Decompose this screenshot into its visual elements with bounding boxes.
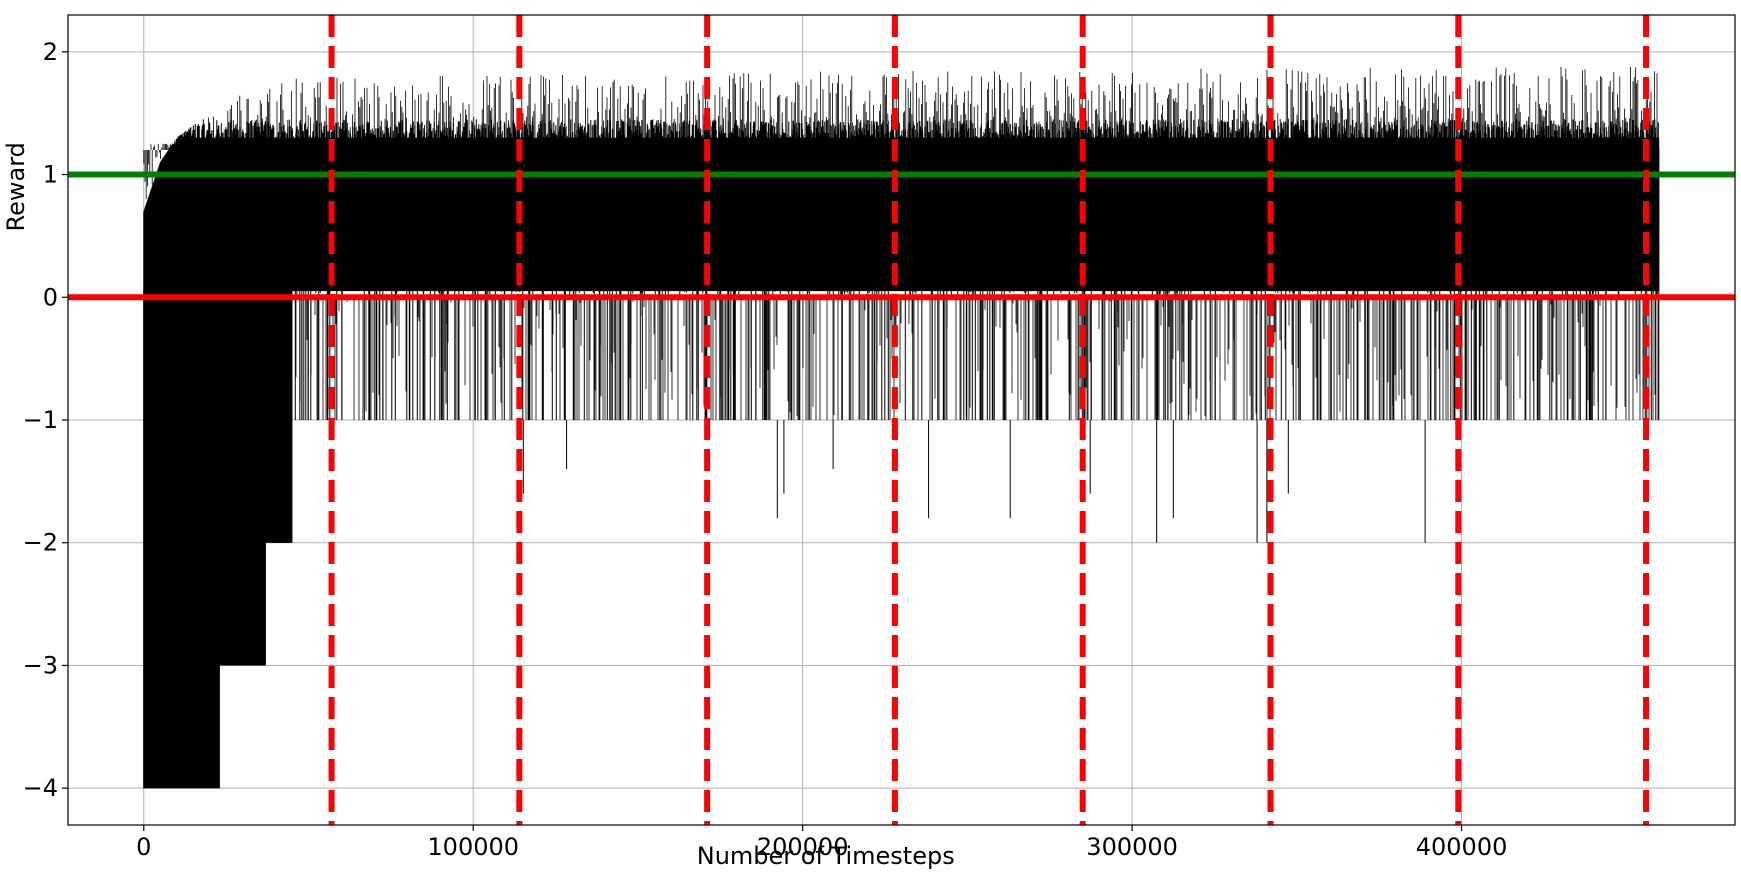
y-tick-label-3: −1 — [23, 406, 58, 434]
x-tick-label-3: 300000 — [1086, 833, 1178, 861]
ticks: 0 100000 200000 300000 400000 −4 −3 −2 −1 0 1 2 — [23, 38, 1508, 861]
x-tick-label-0: 0 — [136, 833, 151, 861]
reward-upper-spikes — [143, 66, 1659, 200]
y-tick-label-4: 0 — [43, 283, 58, 311]
reward-rare-drops — [522, 420, 1426, 543]
reward-early-fill — [143, 291, 293, 789]
y-axis-label: Reward — [2, 142, 30, 231]
x-tick-label-2: 200000 — [757, 833, 849, 861]
reward-series — [143, 66, 1660, 789]
y-tick-label-6: 2 — [43, 38, 58, 66]
y-tick-label-2: −2 — [23, 529, 58, 557]
x-tick-label-4: 400000 — [1416, 833, 1508, 861]
x-tick-label-1: 100000 — [427, 833, 519, 861]
reward-lower-spikes — [291, 297, 1660, 420]
y-tick-label-5: 1 — [43, 161, 58, 189]
y-tick-label-1: −3 — [23, 651, 58, 679]
reference-lines — [68, 15, 1735, 825]
reward-main-block — [193, 137, 1660, 292]
y-tick-label-0: −4 — [23, 774, 58, 802]
x-axis-label: Number of Timesteps — [697, 842, 955, 870]
